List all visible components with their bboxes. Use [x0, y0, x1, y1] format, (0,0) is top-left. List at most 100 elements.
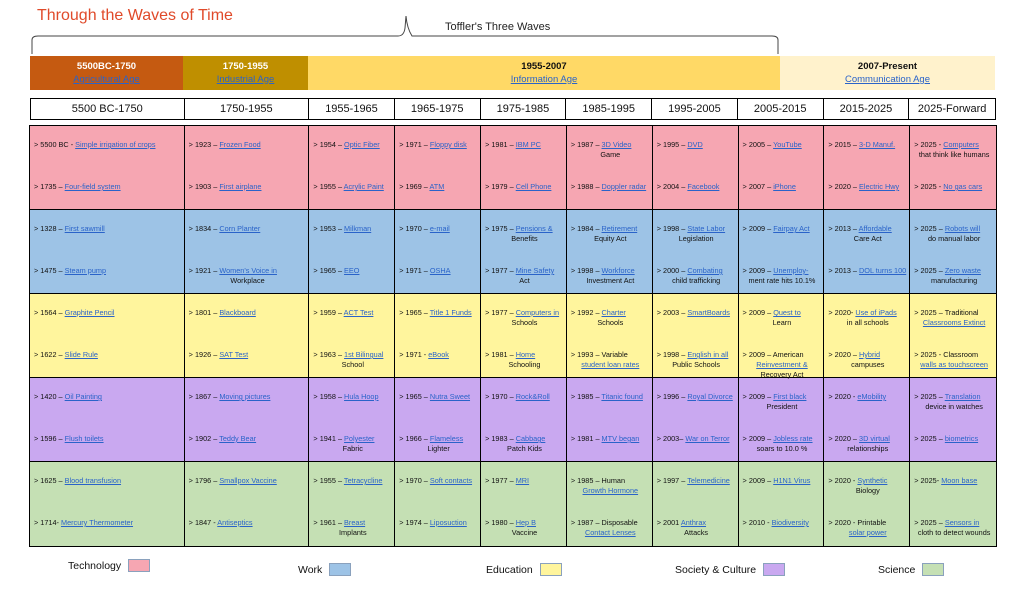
- entry-link[interactable]: MRI: [515, 476, 530, 485]
- entry-link[interactable]: Combating: [687, 266, 723, 275]
- entry-link[interactable]: Anthrax: [680, 518, 707, 527]
- entry-link[interactable]: Title 1 Funds: [429, 308, 472, 317]
- entry-link[interactable]: Smallpox Vaccine: [219, 476, 277, 485]
- entry-link[interactable]: Royal Divorce: [687, 392, 733, 401]
- entry-link[interactable]: Blackboard: [219, 308, 256, 317]
- entry-link[interactable]: Telemedicine: [687, 476, 730, 485]
- entry-link[interactable]: student loan rates: [581, 360, 640, 369]
- entry-link[interactable]: State Labor: [687, 224, 726, 233]
- entry-link[interactable]: Hep B: [515, 518, 536, 527]
- entry-link[interactable]: Fairpay Act: [773, 224, 810, 233]
- entry-link[interactable]: Four-field system: [64, 182, 121, 191]
- entry-link[interactable]: Oil Painting: [64, 392, 102, 401]
- entry-link[interactable]: Rock&Roll: [515, 392, 550, 401]
- entry-link[interactable]: Acrylic Paint: [343, 182, 384, 191]
- entry-link[interactable]: Cell Phone: [515, 182, 552, 191]
- entry-link[interactable]: Charter: [601, 308, 626, 317]
- entry-link[interactable]: Mercury Thermometer: [60, 518, 134, 527]
- entry-link[interactable]: SmartBoards: [687, 308, 730, 317]
- entry-link[interactable]: IBM PC: [515, 140, 541, 149]
- entry-link[interactable]: EEO: [344, 266, 360, 275]
- entry-link[interactable]: DVD: [687, 140, 703, 149]
- entry-link[interactable]: Steam pump: [64, 266, 107, 275]
- entry-link[interactable]: Hula Hoop: [344, 392, 379, 401]
- entry-link[interactable]: solar power: [848, 528, 887, 537]
- entry-link[interactable]: eBook: [428, 350, 449, 359]
- entry-link[interactable]: H1N1 Virus: [773, 476, 811, 485]
- entry-link[interactable]: Liposuction: [429, 518, 467, 527]
- entry-link[interactable]: Translation: [944, 392, 981, 401]
- entry-link[interactable]: 1st Bilingual: [344, 350, 384, 359]
- entry-link[interactable]: Blood transfusion: [64, 476, 122, 485]
- entry-link[interactable]: Slide Rule: [64, 350, 98, 359]
- entry-link[interactable]: Computers: [943, 140, 979, 149]
- entry-link[interactable]: Flush toilets: [64, 434, 104, 443]
- entry-link[interactable]: Facebook: [687, 182, 720, 191]
- entry-link[interactable]: Mine Safety: [515, 266, 555, 275]
- entry-link[interactable]: Classrooms Extinct: [922, 318, 986, 327]
- entry-link[interactable]: Electric Hwy: [859, 182, 900, 191]
- entry-link[interactable]: Optic Fiber: [344, 140, 380, 149]
- entry-link[interactable]: Biodiversity: [771, 518, 809, 527]
- entry-link[interactable]: ATM: [429, 182, 445, 191]
- entry-link[interactable]: Antiseptics: [217, 518, 253, 527]
- entry-link[interactable]: biometrics: [944, 434, 979, 443]
- entry-link[interactable]: Graphite Pencil: [64, 308, 115, 317]
- entry-link[interactable]: Polyester: [344, 434, 375, 443]
- entry-link[interactable]: No gas cars: [943, 182, 983, 191]
- entry-link[interactable]: Hybrid: [859, 350, 881, 359]
- entry-link[interactable]: YouTube: [773, 140, 802, 149]
- entry-link[interactable]: eMobility: [857, 392, 887, 401]
- entry-link[interactable]: Pensions &: [515, 224, 553, 233]
- entry-link[interactable]: Jobless rate: [773, 434, 813, 443]
- entry-link[interactable]: Synthetic: [857, 476, 888, 485]
- entry-link[interactable]: Women's Voice in: [219, 266, 277, 275]
- era-link[interactable]: Agricultural Age: [73, 74, 140, 85]
- entry-link[interactable]: War on Terror: [685, 434, 730, 443]
- entry-link[interactable]: 3D virtual: [859, 434, 890, 443]
- entry-link[interactable]: Corn Planter: [219, 224, 261, 233]
- entry-link[interactable]: Simple irrigation of crops: [75, 140, 156, 149]
- entry-link[interactable]: Nutra Sweet: [429, 392, 471, 401]
- entry-link[interactable]: Flameless: [429, 434, 464, 443]
- entry-link[interactable]: Floppy disk: [429, 140, 467, 149]
- entry-link[interactable]: DOL turns 100: [859, 266, 907, 275]
- entry-link[interactable]: e-mail: [429, 224, 450, 233]
- entry-link[interactable]: Workforce: [601, 266, 635, 275]
- entry-link[interactable]: Affordable: [858, 224, 892, 233]
- entry-link[interactable]: ACT Test: [343, 308, 374, 317]
- entry-link[interactable]: Breast: [344, 518, 366, 527]
- entry-link[interactable]: MTV began: [601, 434, 640, 443]
- era-link[interactable]: Information Age: [510, 74, 578, 85]
- entry-link[interactable]: iPhone: [773, 182, 796, 191]
- entry-link[interactable]: Reinvestment &: [756, 360, 808, 369]
- entry-link[interactable]: walls as touchscreen: [920, 360, 988, 369]
- entry-link[interactable]: 3-D Manuf.: [859, 140, 896, 149]
- entry-link[interactable]: First sawmill: [64, 224, 105, 233]
- entry-link[interactable]: Retirement: [601, 224, 638, 233]
- entry-link[interactable]: OSHA: [429, 266, 451, 275]
- entry-link[interactable]: Computers in: [515, 308, 560, 317]
- entry-link[interactable]: Sensors in: [944, 518, 980, 527]
- entry-link[interactable]: Zero waste: [944, 266, 981, 275]
- entry-link[interactable]: Milkman: [344, 224, 372, 233]
- entry-link[interactable]: SAT Test: [219, 350, 249, 359]
- entry-link[interactable]: Titanic found: [601, 392, 643, 401]
- era-link[interactable]: Industrial Age: [216, 74, 275, 85]
- entry-link[interactable]: Frozen Food: [219, 140, 261, 149]
- entry-link[interactable]: Contact Lenses: [584, 528, 636, 537]
- entry-link[interactable]: Quest to: [773, 308, 801, 317]
- entry-link[interactable]: Soft contacts: [429, 476, 473, 485]
- entry-link[interactable]: Unemploy-: [773, 266, 809, 275]
- era-link[interactable]: Communication Age: [844, 74, 931, 85]
- entry-link[interactable]: 3D Video: [601, 140, 632, 149]
- entry-link[interactable]: First airplane: [219, 182, 262, 191]
- entry-link[interactable]: English in all: [687, 350, 729, 359]
- entry-link[interactable]: Moving pictures: [219, 392, 271, 401]
- entry-link[interactable]: Tetracycline: [343, 476, 383, 485]
- entry-link[interactable]: Robots will: [944, 224, 981, 233]
- entry-link[interactable]: Moon base: [941, 476, 978, 485]
- entry-link[interactable]: Teddy Bear: [219, 434, 257, 443]
- entry-link[interactable]: Cabbage: [515, 434, 546, 443]
- entry-link[interactable]: Doppler radar: [601, 182, 647, 191]
